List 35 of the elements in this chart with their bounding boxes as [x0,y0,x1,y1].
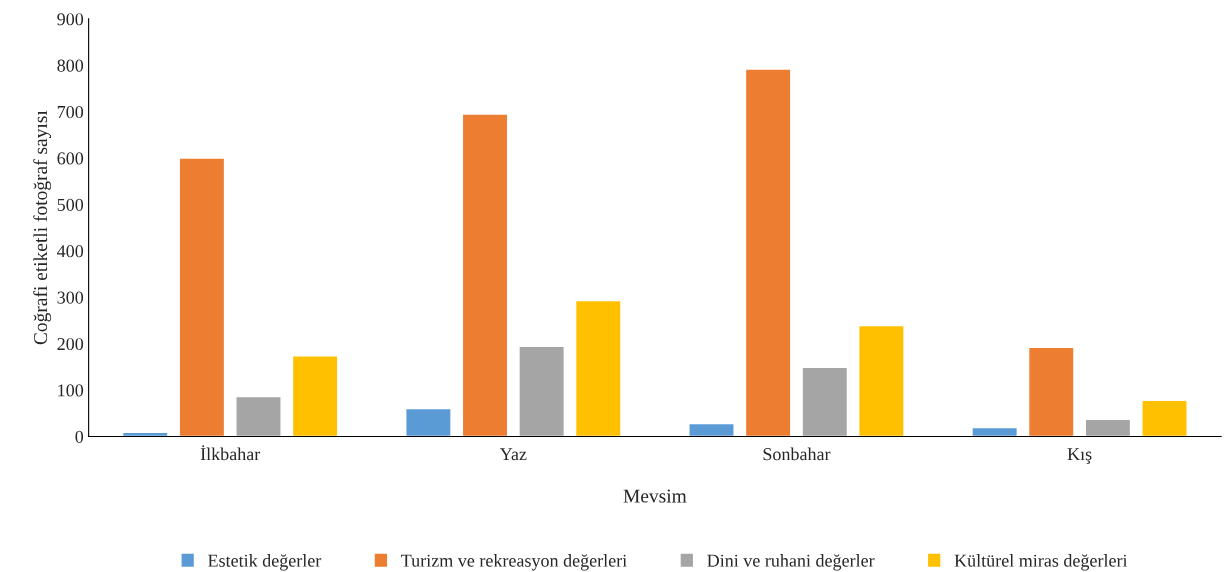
y-axis-title: Coğrafi etiketli fotoğraf sayısı [33,110,52,345]
bar [801,366,849,437]
y-tick-label: 500 [57,198,84,211]
bar [971,426,1018,437]
legend-label: Kültürel miras değerleri [954,554,1128,571]
y-tick-label: 400 [57,245,84,258]
legend-label: Turizm ve rekreasyon değerleri [401,554,627,571]
bar [744,68,792,437]
x-tick-label: Sonbahar [763,447,831,461]
legend-label: Dini ve ruhani değerler [707,554,875,571]
bar [1027,346,1075,437]
y-tick-label: 700 [57,105,84,119]
bar [178,157,226,437]
x-tick-label: Kış [1067,448,1092,464]
y-tick-label: 200 [57,337,84,351]
y-tick-label: 800 [57,59,84,72]
x-axis-title: Mevsim [623,489,687,503]
bar [858,324,905,437]
x-tick-label: İlkbahar [200,445,261,461]
y-tick-label: 900 [57,13,84,26]
bar [405,407,452,437]
x-tick-label: Yaz [499,448,527,461]
legend-label: Estetik değerler [208,554,322,571]
y-tick-label: 300 [57,291,84,304]
bar [1084,418,1132,437]
y-tick-label: 100 [58,384,84,397]
bar [461,113,509,437]
bar [574,299,622,437]
bar [291,355,339,437]
bar [518,345,565,437]
bar [688,422,735,437]
y-tick-label: 600 [57,152,84,165]
bar [235,395,282,437]
bar [1141,399,1188,437]
y-tick-label: 0 [75,430,84,443]
